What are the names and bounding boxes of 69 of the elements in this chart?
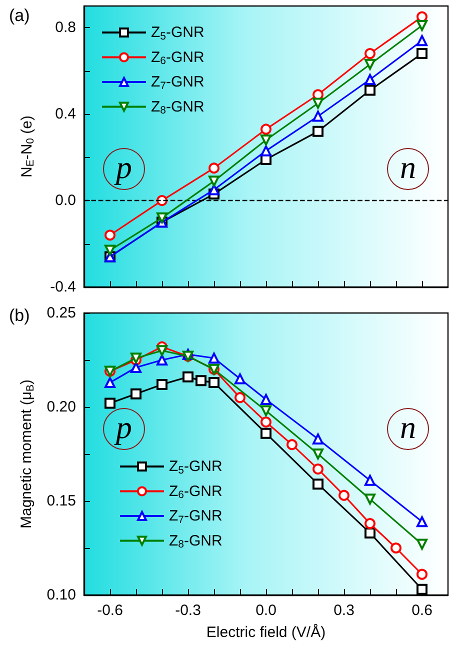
- point: [260, 145, 272, 156]
- point: [286, 439, 298, 450]
- point: [364, 48, 376, 60]
- point: [364, 527, 376, 538]
- point: [208, 176, 220, 187]
- point: [260, 394, 272, 405]
- point: [416, 516, 428, 528]
- point: [130, 362, 142, 374]
- point: [156, 378, 168, 390]
- y-tick-label: 0.15: [46, 492, 76, 510]
- point: [364, 74, 376, 85]
- point: [416, 48, 428, 60]
- x-tick-label: 0.3: [334, 602, 354, 619]
- y-tick-label: 0.0: [55, 192, 76, 210]
- point: [416, 20, 428, 31]
- point: [312, 478, 324, 490]
- point: [390, 542, 402, 554]
- point: [234, 392, 246, 404]
- point: [260, 134, 272, 146]
- point: [234, 373, 246, 384]
- x-tick-label: -0.6: [97, 602, 123, 619]
- y-axis-title: NE-N0 (e): [18, 115, 36, 178]
- point: [260, 124, 272, 135]
- point: [312, 464, 324, 475]
- point: [312, 126, 324, 137]
- point: [156, 354, 168, 366]
- point: [312, 448, 324, 460]
- point: [104, 230, 116, 241]
- point: [416, 35, 428, 46]
- y-tick-label: 0.8: [55, 19, 76, 36]
- point: [104, 244, 116, 256]
- y-tick-label: 0.4: [55, 106, 76, 123]
- y-tick-label: 0.10: [46, 586, 76, 604]
- chart-title: (b): [9, 306, 30, 325]
- point: [208, 377, 220, 388]
- point: [416, 538, 428, 550]
- point: [196, 375, 206, 386]
- point: [416, 568, 428, 580]
- point: [260, 405, 272, 416]
- point: [156, 212, 168, 224]
- point: [416, 584, 428, 595]
- x-tick-label: -0.3: [175, 602, 201, 619]
- point: [364, 474, 376, 486]
- point: [312, 98, 324, 109]
- y-axis-title: Magnetic moment (μB): [18, 379, 36, 529]
- x-tick-label: 0.0: [256, 602, 276, 619]
- x-tick-label: 0.6: [412, 602, 432, 619]
- point: [260, 416, 272, 428]
- point: [208, 162, 220, 174]
- point: [208, 352, 220, 364]
- point: [182, 371, 194, 382]
- y-tick-label: 0.25: [46, 304, 76, 322]
- point: [312, 433, 324, 444]
- point: [312, 110, 324, 122]
- point: [208, 184, 220, 196]
- chart-title: (a): [9, 6, 30, 25]
- point: [364, 518, 376, 530]
- point: [338, 490, 350, 501]
- y-tick-label: -0.4: [50, 278, 76, 296]
- point: [364, 494, 376, 505]
- point: [260, 428, 272, 439]
- point: [364, 58, 376, 70]
- point: [364, 84, 376, 96]
- point: [130, 388, 142, 400]
- x-axis-title: Electric field (V/Å): [206, 623, 326, 641]
- point: [104, 398, 116, 409]
- point: [104, 377, 116, 388]
- y-tick-label: 0.20: [46, 398, 76, 416]
- point: [156, 345, 168, 356]
